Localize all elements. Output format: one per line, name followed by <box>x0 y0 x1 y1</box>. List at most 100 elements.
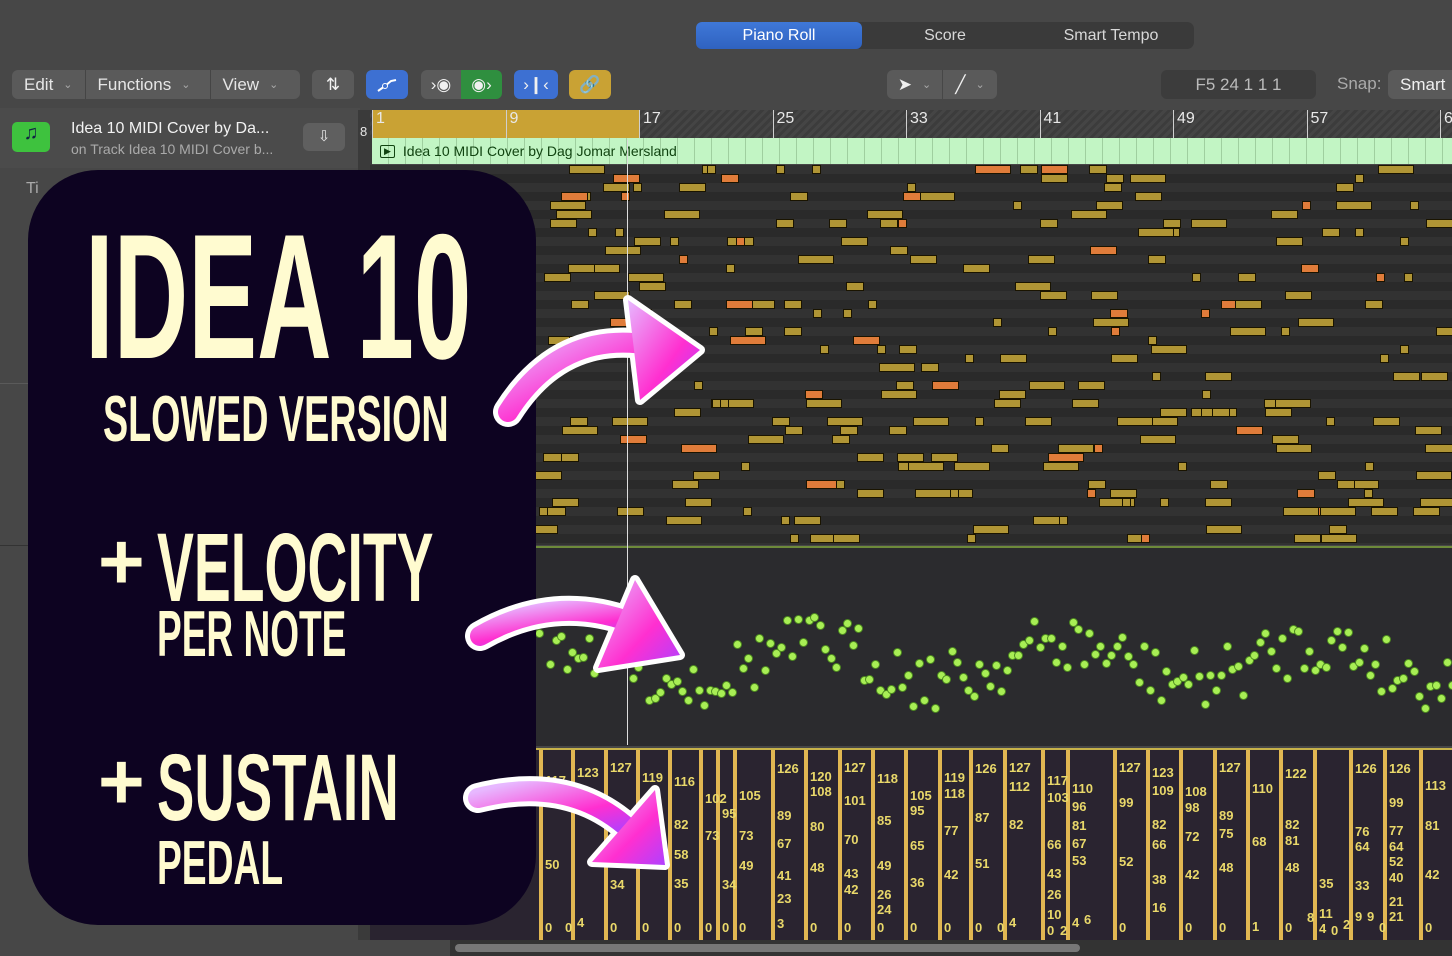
midi-note[interactable] <box>708 327 718 336</box>
velocity-point[interactable] <box>1134 677 1144 687</box>
velocity-point[interactable] <box>1206 671 1215 681</box>
midi-note[interactable] <box>1399 345 1409 354</box>
midi-note[interactable] <box>794 516 822 525</box>
midi-note[interactable] <box>1404 273 1414 282</box>
midi-in-button[interactable]: ›◉ <box>421 70 461 99</box>
midi-note[interactable] <box>1230 327 1267 336</box>
midi-note[interactable] <box>831 435 850 444</box>
velocity-point[interactable] <box>1096 641 1105 651</box>
midi-note[interactable] <box>797 255 834 264</box>
midi-note[interactable] <box>910 255 938 264</box>
velocity-point[interactable] <box>1365 670 1375 680</box>
pencil-tool-menu[interactable]: ╱ ⌄ <box>943 70 997 99</box>
midi-note[interactable] <box>785 426 804 435</box>
velocity-point[interactable] <box>656 688 665 698</box>
midi-note[interactable] <box>741 462 751 471</box>
midi-note[interactable] <box>570 417 589 426</box>
midi-note[interactable] <box>839 426 858 435</box>
midi-note[interactable] <box>1275 399 1312 408</box>
midi-note[interactable] <box>670 237 680 246</box>
midi-note[interactable] <box>571 300 590 309</box>
midi-note[interactable] <box>1364 462 1374 471</box>
midi-note[interactable] <box>908 462 945 471</box>
sustain-lane[interactable] <box>969 750 973 940</box>
midi-note[interactable] <box>1234 300 1262 309</box>
midi-note[interactable] <box>1301 201 1311 210</box>
midi-note[interactable] <box>1414 426 1442 435</box>
velocity-point[interactable] <box>760 666 770 676</box>
midi-note[interactable] <box>1090 246 1118 255</box>
midi-note[interactable] <box>745 327 764 336</box>
midi-note[interactable] <box>627 273 664 282</box>
velocity-point[interactable] <box>881 690 891 700</box>
velocity-point[interactable] <box>562 664 572 674</box>
velocity-point[interactable] <box>991 660 1001 670</box>
sustain-lane[interactable] <box>733 750 737 940</box>
midi-note[interactable] <box>993 318 1003 327</box>
midi-note[interactable] <box>679 255 689 264</box>
midi-note[interactable] <box>898 345 917 354</box>
velocity-point[interactable] <box>799 638 808 648</box>
velocity-point[interactable] <box>848 641 858 651</box>
velocity-point[interactable] <box>672 677 682 687</box>
midi-note[interactable] <box>1399 237 1409 246</box>
midi-note[interactable] <box>1089 165 1108 174</box>
velocity-point[interactable] <box>1343 627 1353 637</box>
midi-note[interactable] <box>1281 327 1291 336</box>
midi-note[interactable] <box>711 399 721 408</box>
midi-note[interactable] <box>963 264 991 273</box>
midi-note[interactable] <box>1201 309 1211 318</box>
midi-note[interactable] <box>1159 498 1169 507</box>
midi-note[interactable] <box>612 174 640 183</box>
velocity-point[interactable] <box>810 612 819 622</box>
velocity-point[interactable] <box>1085 628 1094 638</box>
midi-note[interactable] <box>1364 489 1374 498</box>
midi-note[interactable] <box>895 381 914 390</box>
velocity-point[interactable] <box>782 616 792 626</box>
midi-note[interactable] <box>1237 273 1256 282</box>
midi-note[interactable] <box>1371 507 1399 516</box>
midi-note[interactable] <box>726 300 754 309</box>
midi-note[interactable] <box>1039 219 1058 228</box>
velocity-point[interactable] <box>1123 651 1133 661</box>
midi-note[interactable] <box>1122 498 1132 507</box>
midi-note[interactable] <box>820 345 830 354</box>
midi-note[interactable] <box>853 336 881 345</box>
velocity-point[interactable] <box>1184 679 1193 689</box>
velocity-point[interactable] <box>738 663 748 673</box>
midi-note[interactable] <box>614 228 624 237</box>
velocity-point[interactable] <box>1002 665 1012 675</box>
midi-out-button[interactable]: ◉› <box>461 70 502 99</box>
velocity-point[interactable] <box>1244 656 1254 666</box>
velocity-point[interactable] <box>1195 671 1204 681</box>
midi-note[interactable] <box>880 390 917 399</box>
velocity-point[interactable] <box>1129 660 1138 670</box>
sustain-lane[interactable] <box>1146 750 1150 940</box>
midi-note[interactable] <box>1109 489 1137 498</box>
midi-note[interactable] <box>790 534 800 543</box>
horizontal-scrollbar[interactable] <box>450 940 1452 956</box>
midi-note[interactable] <box>920 363 939 372</box>
midi-note[interactable] <box>776 219 795 228</box>
velocity-point[interactable] <box>766 638 775 648</box>
velocity-point[interactable] <box>1277 633 1287 643</box>
midi-note[interactable] <box>1105 174 1124 183</box>
midi-note[interactable] <box>1276 444 1313 453</box>
velocity-point[interactable] <box>1024 635 1034 645</box>
velocity-point[interactable] <box>986 681 995 691</box>
note-grid[interactable] <box>370 165 1452 545</box>
midi-note[interactable] <box>539 507 549 516</box>
sustain-lane[interactable] <box>938 750 942 940</box>
velocity-point[interactable] <box>1261 629 1270 639</box>
velocity-point[interactable] <box>557 632 566 642</box>
sustain-lane[interactable] <box>716 750 720 940</box>
midi-note[interactable] <box>1415 471 1452 480</box>
velocity-point[interactable] <box>843 619 852 629</box>
midi-note[interactable] <box>568 165 605 174</box>
velocity-point[interactable] <box>1360 644 1369 654</box>
midi-note[interactable] <box>1041 174 1069 183</box>
midi-note[interactable] <box>896 453 924 462</box>
velocity-point[interactable] <box>744 653 753 663</box>
midi-note[interactable] <box>1057 444 1094 453</box>
midi-note[interactable] <box>1436 327 1452 336</box>
